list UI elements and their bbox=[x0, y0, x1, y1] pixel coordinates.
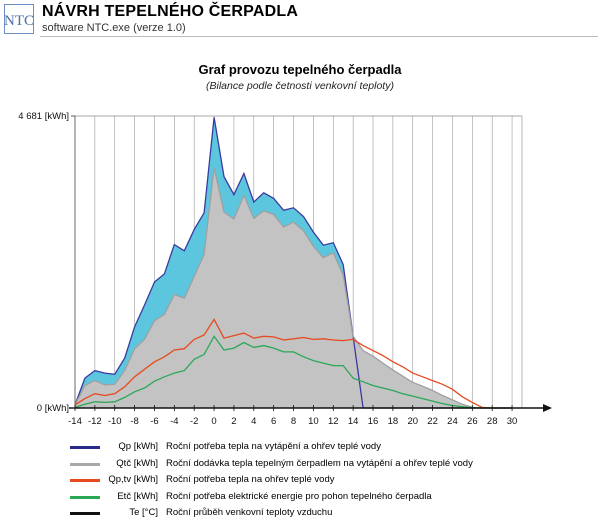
x-axis-arrow bbox=[543, 404, 552, 412]
legend-item: Etč [kWh] Roční potřeba elektrické energi… bbox=[70, 490, 590, 507]
x-tick-label: 18 bbox=[388, 416, 399, 427]
x-tick-label: 6 bbox=[271, 416, 276, 427]
legend-symbol: Qp,tv [kWh] bbox=[108, 474, 158, 485]
legend-swatch bbox=[70, 512, 100, 515]
x-tick-label: 2 bbox=[231, 416, 236, 427]
x-tick-label: 30 bbox=[507, 416, 518, 427]
legend-item: Qp,tv [kWh] Roční potřeba tepla na ohřev … bbox=[70, 473, 590, 490]
legend-text: Roční potřeba tepla na vytápění a ohřev … bbox=[166, 441, 381, 452]
app-header: NTC NÁVRH TEPELNÉHO ČERPADLA software NT… bbox=[0, 0, 600, 44]
legend-symbol: Etč [kWh] bbox=[117, 490, 158, 502]
header-divider bbox=[40, 36, 598, 37]
legend-item: Te [°C] Roční průběh venkovní teploty vzd… bbox=[70, 506, 590, 523]
legend-text: Roční dodávka tepla tepelným čerpadlem n… bbox=[166, 457, 473, 469]
legend-swatch bbox=[70, 462, 100, 466]
x-tick-label: 12 bbox=[328, 416, 339, 427]
legend-symbol: Qtč [kWh] bbox=[116, 457, 158, 469]
x-tick-label: 10 bbox=[308, 416, 319, 427]
chart-title: Graf provozu tepelného čerpadla bbox=[198, 62, 402, 77]
y-tick-label: 4 681 [kWh] bbox=[18, 111, 69, 122]
ntc-logo: NTC bbox=[4, 4, 34, 34]
x-tick-label: -8 bbox=[130, 416, 138, 427]
x-tick-label: 22 bbox=[427, 416, 438, 427]
series-line-1 bbox=[74, 167, 513, 409]
x-tick-label: 16 bbox=[368, 416, 379, 427]
legend-swatch bbox=[70, 446, 100, 449]
x-tick-label: -6 bbox=[150, 416, 158, 427]
series-line-2 bbox=[74, 318, 513, 409]
app-subtitle: software NTC.exe (verze 1.0) bbox=[42, 22, 186, 34]
chart-subtitle: (Bilance podle četnosti venkovní teploty… bbox=[206, 80, 394, 92]
x-tick-label: 26 bbox=[467, 416, 478, 427]
chart-plot: 4 681 [kWh]0 [kWh]-14 -12 -10 -8 -6 -4 -2 0 2 4 6 8… bbox=[18, 111, 552, 427]
x-tick-label: 24 bbox=[447, 416, 458, 427]
legend-text: Roční potřeba elektrické energie pro poh… bbox=[166, 490, 432, 502]
x-tick-label: 4 bbox=[251, 416, 256, 427]
x-tick-label: -4 bbox=[170, 416, 178, 427]
legend-item: Qp [kWh] Roční potřeba tepla na vytápění … bbox=[70, 440, 590, 457]
x-tick-label: -14 bbox=[68, 416, 82, 427]
legend-swatch bbox=[70, 479, 100, 482]
legend-symbol: Te [°C] bbox=[129, 507, 158, 518]
x-tick-label: 0 bbox=[211, 416, 216, 427]
logo-text: NTC bbox=[4, 13, 34, 29]
legend-item: Qtč [kWh] Roční dodávka tepla tepelným če… bbox=[70, 457, 590, 474]
x-tick-label: -12 bbox=[88, 416, 102, 427]
x-tick-label: 8 bbox=[291, 416, 296, 427]
x-tick-label: -2 bbox=[190, 416, 198, 427]
legend-text: Roční průběh venkovní teploty vzduchu bbox=[166, 507, 333, 518]
series-line-3 bbox=[74, 335, 513, 409]
app-title: NÁVRH TEPELNÉHO ČERPADLA bbox=[42, 3, 299, 20]
x-tick-label: 28 bbox=[487, 416, 498, 427]
x-tick-label: 20 bbox=[407, 416, 418, 427]
legend-text: Roční potřeba tepla na ohřev teplé vody bbox=[166, 474, 335, 485]
chart-legend: Qp [kWh] Roční potřeba tepla na vytápění … bbox=[70, 440, 590, 523]
x-tick-label: 14 bbox=[348, 416, 359, 427]
legend-swatch bbox=[70, 495, 100, 499]
y-tick-label: 0 [kWh] bbox=[37, 403, 69, 414]
x-tick-label: -10 bbox=[108, 416, 122, 427]
legend-symbol: Qp [kWh] bbox=[118, 441, 158, 452]
